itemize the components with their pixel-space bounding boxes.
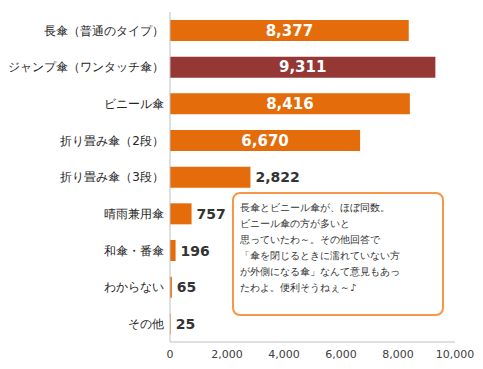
svg-text:わからない: わからない xyxy=(104,280,164,294)
svg-text:25: 25 xyxy=(176,316,195,332)
html-text:思っていたわ～。その他回答で: 思っていたわ～。その他回答で xyxy=(240,234,380,245)
svg-text:長傘（普通のタイプ）: 長傘（普通のタイプ） xyxy=(44,24,164,38)
svg-text:196: 196 xyxy=(181,243,210,259)
svg-text:その他: その他 xyxy=(128,317,164,331)
svg-text:0: 0 xyxy=(167,348,174,361)
html-text:長傘とビニール傘が、ほぼ同数。: 長傘とビニール傘が、ほぼ同数。 xyxy=(240,202,390,213)
svg-text:2,000: 2,000 xyxy=(211,348,243,361)
svg-text:2,822: 2,822 xyxy=(255,169,299,185)
svg-text:6,000: 6,000 xyxy=(325,348,357,361)
svg-text:折り畳み傘（2段）: 折り畳み傘（2段） xyxy=(60,134,164,148)
svg-text:8,377: 8,377 xyxy=(266,22,313,40)
svg-text:晴雨兼用傘: 晴雨兼用傘 xyxy=(104,207,164,221)
svg-text:757: 757 xyxy=(197,206,226,222)
svg-text:ビニール傘: ビニール傘 xyxy=(104,97,164,111)
svg-text:ジャンプ傘（ワンタッチ傘）: ジャンプ傘（ワンタッチ傘） xyxy=(8,60,164,74)
svg-text:6,670: 6,670 xyxy=(241,132,288,150)
svg-text:9,311: 9,311 xyxy=(279,58,326,76)
html-text:「傘を閉じるときに濡れていない方: 「傘を閉じるときに濡れていない方 xyxy=(240,250,400,261)
html-text:ビニール傘の方が多いと: ビニール傘の方が多いと xyxy=(240,218,350,229)
html-text:たわよ。便利そうねぇ～♪: たわよ。便利そうねぇ～♪ xyxy=(240,282,357,293)
svg-text:折り畳み傘（3段）: 折り畳み傘（3段） xyxy=(60,170,164,184)
svg-text:8,416: 8,416 xyxy=(266,95,313,113)
svg-text:10,000: 10,000 xyxy=(436,348,475,361)
html-text:が外側になる傘」なんて意見もあっ: が外側になる傘」なんて意見もあっ xyxy=(240,266,400,277)
svg-text:4,000: 4,000 xyxy=(268,348,300,361)
svg-text:和傘・番傘: 和傘・番傘 xyxy=(104,244,164,258)
svg-text:8,000: 8,000 xyxy=(382,348,414,361)
svg-text:65: 65 xyxy=(177,279,196,295)
